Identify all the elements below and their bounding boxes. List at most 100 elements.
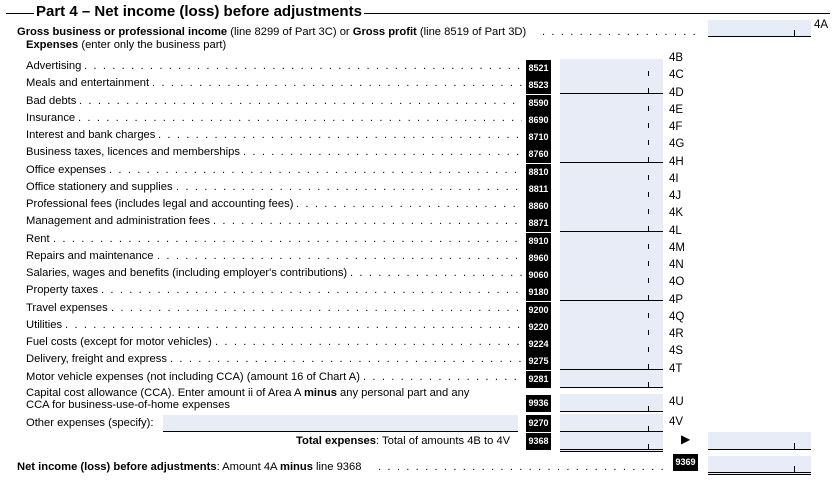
net-income-text1: : Amount 4A xyxy=(216,461,280,473)
expense-label-8760: Business taxes, licences and memberships xyxy=(26,146,240,159)
field-9224[interactable] xyxy=(560,335,663,353)
expense-label-8690: Insurance xyxy=(26,111,76,124)
other-expenses-specify-field[interactable] xyxy=(163,415,518,432)
gross-income-field[interactable] xyxy=(708,20,811,37)
gross-income-bold: Gross business or professional income xyxy=(17,26,228,38)
expense-label-9224: Fuel costs (except for motor vehicles) xyxy=(26,336,212,348)
expense-leader-8521: . . . . . . . . . . . . . . . . . . . . … xyxy=(84,60,522,72)
expense-leader-8811: . . . . . . . . . . . . . . . . . . . . … xyxy=(176,180,522,193)
expense-leader-8590: . . . . . . . . . . . . . . . . . . . . … xyxy=(79,94,522,107)
gross-income-leader: . . . . . . . . . . . . . . . . . . . . … xyxy=(542,26,702,38)
code-8810: 8810 xyxy=(526,163,551,181)
expense-label-8521: Advertising xyxy=(26,60,82,72)
part-header-rule-right xyxy=(352,13,830,14)
code-9200: 9200 xyxy=(526,301,551,319)
code-cca: 9936 xyxy=(526,395,551,412)
code-8760: 8760 xyxy=(526,146,551,164)
code-8811: 8811 xyxy=(526,180,551,198)
net-income-leader: . . . . . . . . . . . . . . . . . . . . … xyxy=(378,461,668,473)
field-cca[interactable] xyxy=(560,394,663,412)
line-id-8690: 4E xyxy=(669,103,684,116)
field-9275[interactable] xyxy=(560,352,663,371)
line-id-9200: 4P xyxy=(669,293,684,306)
expense-leader-9281: . . . . . . . . . . . . . . . . . . . . … xyxy=(363,370,522,383)
field-9220[interactable] xyxy=(560,317,663,336)
part-title: Part 4 – Net income (loss) before adjust… xyxy=(34,3,364,20)
field-9180[interactable] xyxy=(560,283,663,302)
code-8910: 8910 xyxy=(526,232,551,250)
net-income-text2: line 9368 xyxy=(312,461,362,473)
code-9281: 9281 xyxy=(526,370,551,388)
expense-leader-8871: . . . . . . . . . . . . . . . . . . . . … xyxy=(213,215,522,228)
field-8810[interactable] xyxy=(560,162,663,181)
field-total-left[interactable] xyxy=(560,432,663,452)
expense-label-9281: Motor vehicle expenses (not including CC… xyxy=(26,370,360,383)
expense-leader-9275: . . . . . . . . . . . . . . . . . . . . … xyxy=(170,353,522,366)
line-id-8760: 4G xyxy=(669,138,685,151)
line-id-8810: 4H xyxy=(669,155,684,168)
expense-leader-9200: . . . . . . . . . . . . . . . . . . . . … xyxy=(111,301,522,314)
field-8811[interactable] xyxy=(560,179,663,198)
field-net-income[interactable] xyxy=(708,456,811,475)
field-8960[interactable] xyxy=(560,248,663,267)
gross-profit-bold: Gross profit xyxy=(352,26,417,38)
expense-label-8523: Meals and entertainment xyxy=(26,77,150,90)
field-8871[interactable] xyxy=(560,214,663,233)
expense-label-8710: Interest and bank charges xyxy=(26,129,156,141)
expense-label-8960: Repairs and maintenance xyxy=(26,249,154,262)
expenses-heading-bold: Expenses xyxy=(26,39,79,51)
field-8760[interactable] xyxy=(560,145,663,164)
expense-leader-8960: . . . . . . . . . . . . . . . . . . . . … xyxy=(157,249,522,262)
field-9060[interactable] xyxy=(560,266,663,284)
field-8590[interactable] xyxy=(560,93,663,112)
net-income-label: Net income (loss) before adjustments: Am… xyxy=(17,461,361,473)
line-id-8521: 4B xyxy=(669,52,684,64)
field-8710[interactable] xyxy=(560,128,663,146)
code-net: 9369 xyxy=(673,454,698,471)
field-8690[interactable] xyxy=(560,110,663,129)
arrow-right-icon: ▶ xyxy=(681,432,691,446)
line-id-8960: 4M xyxy=(669,241,685,254)
net-income-bold: Net income (loss) before adjustments xyxy=(17,461,217,473)
code-8871: 8871 xyxy=(526,215,551,233)
code-8523: 8523 xyxy=(526,77,551,95)
code-9180: 9180 xyxy=(526,284,551,302)
field-8860[interactable] xyxy=(560,197,663,215)
field-8521[interactable] xyxy=(560,59,663,77)
expense-label-8811: Office stationery and supplies xyxy=(26,180,173,193)
code-8590: 8590 xyxy=(526,94,551,112)
field-9200[interactable] xyxy=(560,300,663,319)
expense-label-9180: Property taxes xyxy=(26,284,99,297)
field-9281[interactable] xyxy=(560,369,663,388)
expenses-heading: Expenses (enter only the business part) xyxy=(26,39,226,51)
total-expenses-text: : Total of amounts 4B to 4V xyxy=(376,435,511,447)
other-expenses-label: Other expenses (specify): xyxy=(26,417,154,429)
field-8523[interactable] xyxy=(560,76,663,95)
line-id-8710: 4F xyxy=(669,121,683,133)
expense-label-9220: Utilities xyxy=(26,318,63,331)
code-9220: 9220 xyxy=(526,318,551,336)
code-8860: 8860 xyxy=(526,198,551,215)
field-other[interactable] xyxy=(560,414,663,432)
line-id-9281: 4T xyxy=(669,362,683,375)
total-expenses-label: Total expenses: Total of amounts 4B to 4… xyxy=(296,435,510,447)
line-id-9180: 4O xyxy=(669,276,685,289)
line-id-4A: 4A xyxy=(814,19,829,31)
line-id-9060: 4N xyxy=(669,259,684,271)
field-total-right[interactable] xyxy=(708,432,811,450)
code-other: 9270 xyxy=(526,415,551,432)
code-9275: 9275 xyxy=(526,353,551,371)
expense-leader-9060: . . . . . . . . . . . . . . . . . . . . … xyxy=(350,267,522,279)
cca-label-line2: CCA for business-use-of-home expenses xyxy=(26,398,230,411)
expense-label-8871: Management and administration fees xyxy=(26,215,211,228)
expense-leader-8810: . . . . . . . . . . . . . . . . . . . . … xyxy=(109,163,522,176)
part-header-rule-left xyxy=(6,13,36,14)
expense-leader-8523: . . . . . . . . . . . . . . . . . . . . … xyxy=(152,77,522,90)
gross-income-label: Gross business or professional income (l… xyxy=(17,26,526,38)
field-8910[interactable] xyxy=(560,231,663,250)
expense-label-9275: Delivery, freight and express xyxy=(26,353,167,366)
line-id-cca: 4U xyxy=(669,396,684,408)
code-total: 9368 xyxy=(526,433,551,450)
total-expenses-bold: Total expenses xyxy=(296,435,376,447)
net-income-minus: minus xyxy=(280,461,313,473)
